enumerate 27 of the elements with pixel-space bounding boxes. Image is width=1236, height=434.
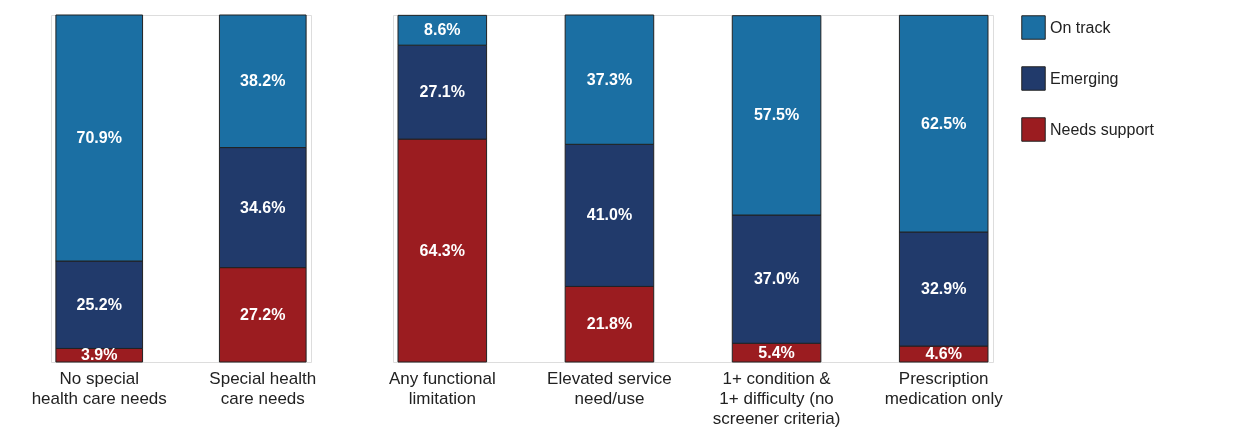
legend-label: Needs support	[1050, 120, 1155, 138]
data-label: 62.5%	[921, 114, 967, 132]
data-label: 37.3%	[586, 70, 633, 88]
data-label: 5.4%	[758, 343, 795, 361]
data-label: 3.9%	[81, 346, 118, 364]
data-label: 37.0%	[753, 270, 800, 288]
x-tick-label: Special health care needs	[209, 368, 317, 408]
data-label: 21.8%	[586, 315, 633, 333]
data-label: 27.2%	[240, 305, 286, 323]
data-label: 38.2%	[240, 72, 286, 90]
data-label: 25.2%	[76, 295, 122, 313]
x-tick-label: Prescription medication only	[884, 368, 1004, 408]
x-tick-label: 1+ condition & 1+ difficulty (no screener criteria)	[712, 368, 841, 428]
x-tick-label: Any functional limitation	[388, 368, 496, 408]
data-label: 34.6%	[240, 198, 286, 216]
data-label: 8.6%	[424, 21, 461, 39]
data-label: 4.6%	[925, 345, 962, 363]
x-tick-label: No special health care needs	[31, 368, 167, 408]
data-label: 57.5%	[753, 106, 800, 124]
data-label: 41.0%	[586, 206, 633, 224]
x-tick-label: Elevated service need/use	[547, 368, 672, 408]
data-label: 27.1%	[419, 83, 465, 101]
data-label: 32.9%	[921, 280, 967, 298]
legend-label: On track	[1050, 18, 1112, 36]
data-label: 64.3%	[419, 241, 465, 259]
data-label: 70.9%	[76, 129, 122, 147]
legend-label: Emerging	[1050, 69, 1119, 87]
